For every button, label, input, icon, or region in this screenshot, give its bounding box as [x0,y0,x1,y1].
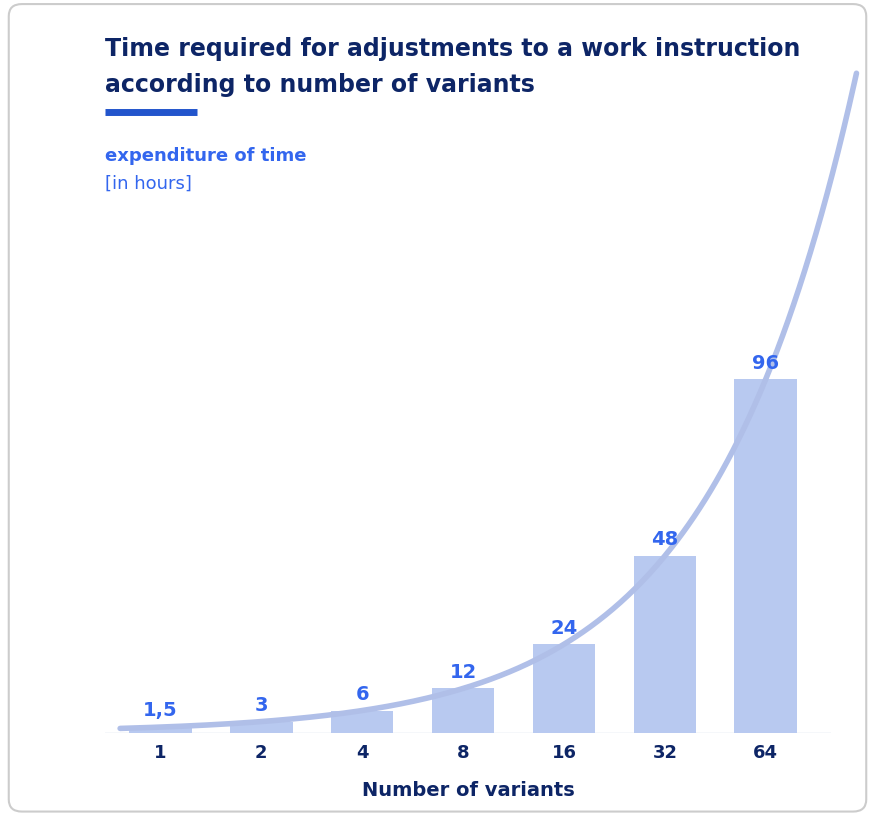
Bar [331,711,394,733]
Text: 24: 24 [550,619,578,637]
Text: [in hours]: [in hours] [105,175,192,193]
Text: 96: 96 [752,353,780,373]
Text: 6: 6 [355,685,369,704]
Text: Time required for adjustments to a work instruction: Time required for adjustments to a work … [105,37,801,60]
Text: according to number of variants: according to number of variants [105,73,535,97]
Bar [432,689,494,733]
X-axis label: Number of variants: Number of variants [361,781,575,800]
Text: expenditure of time: expenditure of time [105,147,306,164]
Text: 48: 48 [651,530,678,549]
Bar [734,379,797,733]
Text: 1,5: 1,5 [144,702,178,720]
Bar [533,644,595,733]
Text: 3: 3 [255,696,268,715]
Bar [230,721,292,733]
Bar [634,556,696,733]
Text: 12: 12 [450,663,477,682]
Bar [130,727,192,733]
